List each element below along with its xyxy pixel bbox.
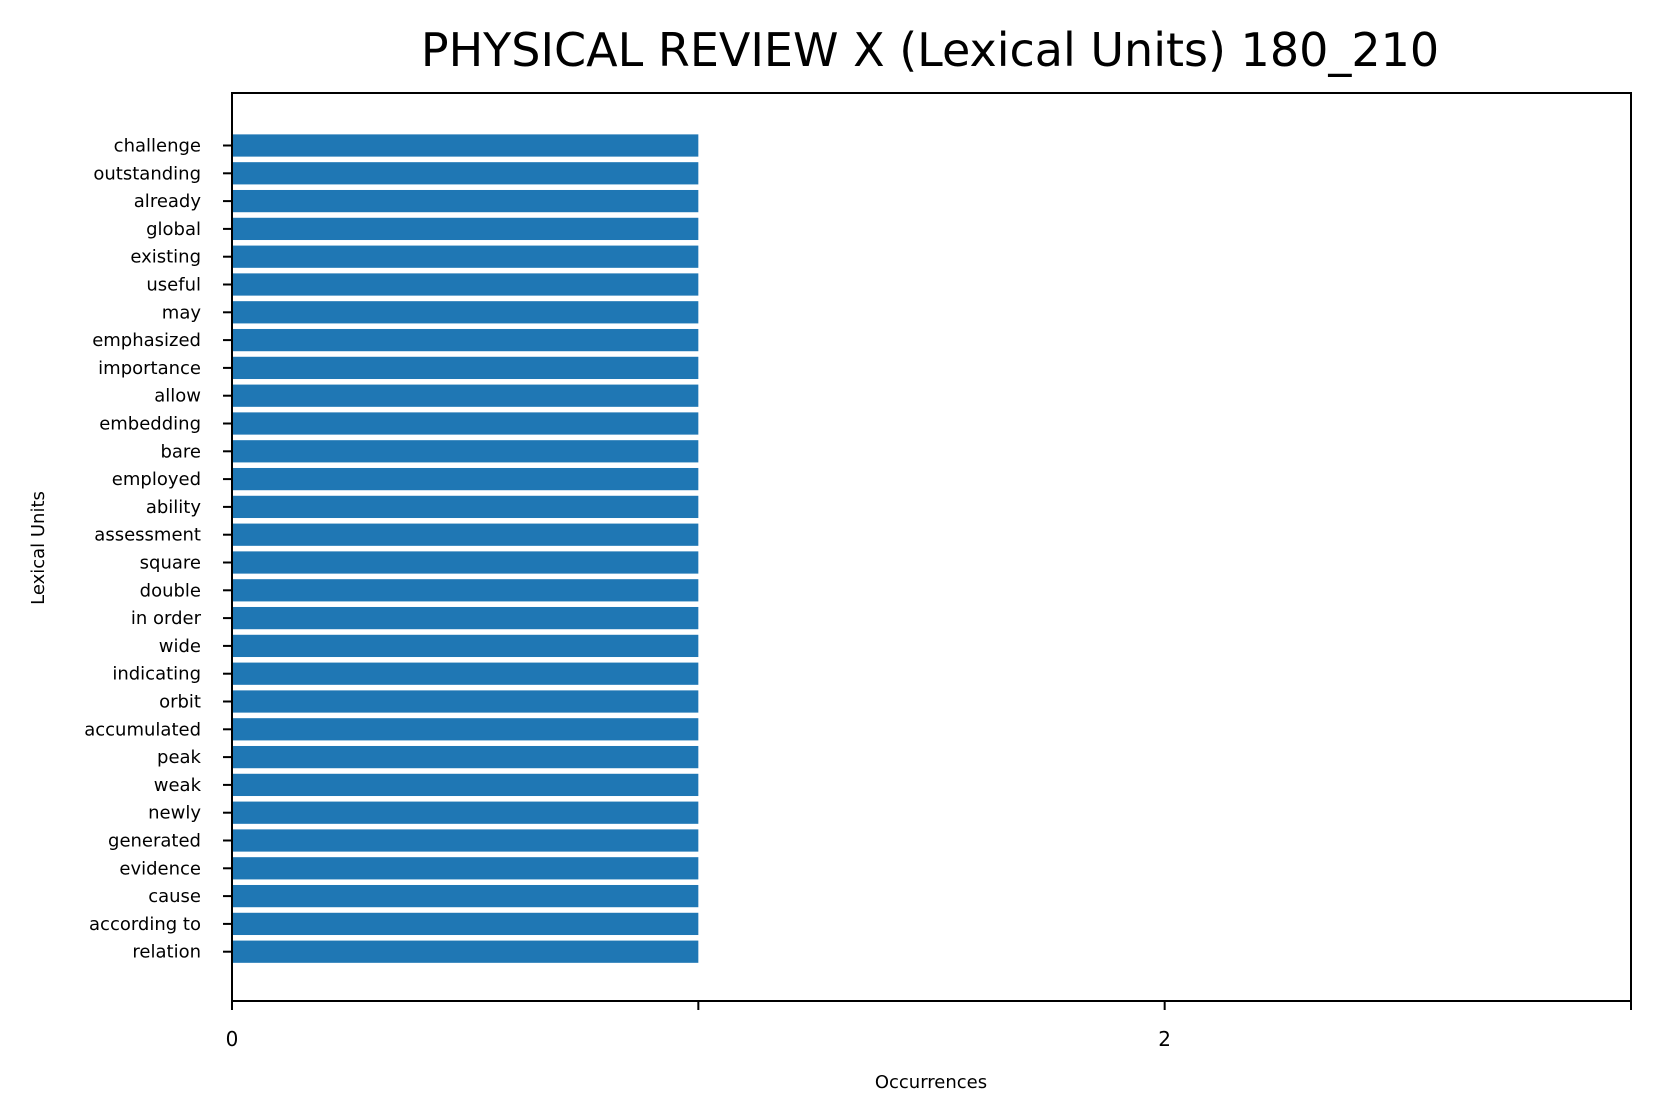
bar-in-order xyxy=(232,606,699,630)
bar-double xyxy=(232,579,699,602)
y-tick-label: emphasized xyxy=(92,330,201,351)
y-tick-label: importance xyxy=(98,358,201,379)
bar-ability xyxy=(232,495,699,519)
y-tick-label: square xyxy=(140,553,201,574)
bar-existing xyxy=(232,245,699,268)
y-tick-label: useful xyxy=(146,275,201,296)
y-axis-label: Lexical Units xyxy=(28,491,49,605)
y-tick-label: accumulated xyxy=(84,719,201,740)
bars-group xyxy=(232,134,699,963)
y-tick-label: indicating xyxy=(112,664,201,685)
y-tick-label: peak xyxy=(157,747,202,768)
bar-square xyxy=(232,551,699,574)
bar-bare xyxy=(232,440,699,463)
bar-cause xyxy=(232,884,699,908)
y-tick-label: relation xyxy=(132,942,201,963)
y-tick-label: global xyxy=(146,219,201,240)
y-tick-label: allow xyxy=(154,386,201,407)
y-tick-label: in order xyxy=(131,608,202,629)
y-tick-label: evidence xyxy=(119,858,201,879)
y-tick-label: employed xyxy=(112,469,201,490)
bar-evidence xyxy=(232,857,699,880)
bar-newly xyxy=(232,801,699,824)
bar-emphasized xyxy=(232,328,699,352)
bar-challenge xyxy=(232,134,699,157)
y-tick-label: wide xyxy=(159,636,201,657)
bar-embedding xyxy=(232,412,699,435)
y-tick-label: assessment xyxy=(94,525,201,546)
bar-weak xyxy=(232,773,699,797)
bar-global xyxy=(232,217,699,241)
bar-employed xyxy=(232,467,699,491)
bar-wide xyxy=(232,634,699,658)
x-tick-label: 0 xyxy=(226,1027,239,1051)
bar-allow xyxy=(232,384,699,407)
y-tick-label: double xyxy=(140,580,201,601)
bar-assessment xyxy=(232,523,699,546)
y-tick-label: may xyxy=(162,302,202,323)
y-tick-label: existing xyxy=(130,247,201,268)
bar-useful xyxy=(232,273,699,296)
y-tick-label: newly xyxy=(148,803,201,824)
y-tick-label: according to xyxy=(89,914,201,935)
bar-relation xyxy=(232,940,699,963)
y-tick-label: outstanding xyxy=(93,163,201,184)
y-tick-label: ability xyxy=(146,497,202,518)
y-tick-label: already xyxy=(134,191,202,212)
bar-orbit xyxy=(232,690,699,713)
y-tick-label: orbit xyxy=(159,692,201,713)
y-tick-label: weak xyxy=(154,775,202,796)
bar-importance xyxy=(232,356,699,380)
y-tick-label: generated xyxy=(108,831,201,852)
bar-peak xyxy=(232,745,699,769)
bar-outstanding xyxy=(232,162,699,185)
y-ticks-group: challenge outstanding already global existin… xyxy=(84,136,232,963)
bar-may xyxy=(232,301,699,324)
bar-generated xyxy=(232,829,699,852)
y-tick-label: challenge xyxy=(114,136,201,157)
bar-accumulated xyxy=(232,718,699,741)
chart-title: PHYSICAL REVIEW X (Lexical Units) 180_21… xyxy=(421,23,1439,77)
y-tick-label: embedding xyxy=(99,414,201,435)
x-tick-label: 2 xyxy=(1158,1027,1171,1051)
bar-already xyxy=(232,189,699,213)
plot-frame xyxy=(231,92,1632,1002)
y-tick-label: cause xyxy=(148,886,201,907)
bar-according-to xyxy=(232,912,699,936)
x-axis-label: Occurrences xyxy=(875,1072,987,1093)
y-tick-label: bare xyxy=(160,441,201,462)
bar-indicating xyxy=(232,662,699,685)
